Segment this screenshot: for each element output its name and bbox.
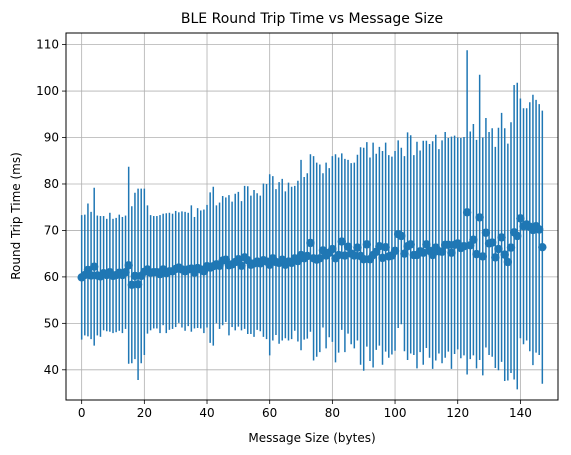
y-axis-ticks: 40 50 60 70 80 90 100 110: [36, 38, 66, 377]
chart-title: BLE Round Trip Time vs Message Size: [181, 11, 443, 27]
data-point: [353, 243, 362, 252]
y-tick-label: 80: [44, 177, 59, 191]
x-tick-label: 140: [509, 406, 532, 420]
data-point: [475, 213, 484, 222]
data-point: [494, 244, 503, 254]
data-point: [334, 250, 343, 260]
data-point: [462, 208, 472, 217]
data-point: [237, 261, 246, 270]
data-point: [359, 255, 368, 264]
data-point: [133, 280, 143, 289]
data-point: [444, 240, 453, 250]
y-tick-label: 40: [44, 363, 59, 377]
data-point: [497, 233, 506, 242]
data-point: [328, 244, 337, 254]
data-point: [534, 225, 544, 234]
data-point: [315, 254, 325, 263]
markers: [77, 208, 547, 289]
x-tick-label: 0: [78, 406, 86, 420]
data-point: [130, 271, 140, 281]
x-tick-label: 20: [137, 406, 152, 420]
data-point: [481, 228, 491, 237]
data-point: [516, 214, 525, 223]
data-point: [381, 242, 390, 252]
plot-frame: [65, 32, 559, 401]
data-point: [487, 238, 497, 247]
data-point: [400, 249, 409, 258]
data-point: [447, 248, 456, 257]
y-tick-label: 110: [36, 38, 59, 52]
y-tick-label: 60: [44, 270, 59, 284]
data-point: [513, 231, 522, 241]
data-point: [459, 242, 469, 251]
x-tick-label: 100: [384, 406, 407, 420]
data-point: [397, 231, 406, 241]
x-tick-label: 120: [446, 406, 469, 420]
y-tick-label: 70: [44, 223, 59, 237]
data-point: [90, 262, 99, 271]
data-point: [121, 268, 130, 277]
data-point: [500, 250, 509, 259]
x-axis-ticks: 0 20 40 60 80 100 120 140: [78, 400, 532, 420]
data-point: [127, 280, 137, 289]
data-point: [406, 240, 415, 249]
data-point: [538, 242, 547, 252]
data-point: [362, 240, 372, 249]
data-point: [437, 247, 447, 257]
data-point: [422, 240, 431, 249]
data-point: [375, 242, 384, 251]
data-point: [343, 242, 353, 251]
y-tick-label: 50: [44, 316, 59, 330]
x-tick-label: 60: [262, 406, 277, 420]
x-tick-label: 40: [199, 406, 214, 420]
data-point: [478, 252, 487, 261]
data-point: [306, 238, 315, 248]
data-point: [491, 253, 500, 262]
data-point: [124, 261, 133, 270]
y-tick-label: 90: [44, 131, 59, 145]
x-axis-label: Message Size (bytes): [248, 431, 375, 445]
data-point: [506, 243, 516, 252]
data-point: [503, 257, 513, 267]
data-point: [265, 260, 274, 270]
data-point: [350, 251, 359, 260]
data-point: [378, 253, 387, 263]
data-point: [86, 271, 96, 280]
y-tick-label: 100: [36, 84, 59, 98]
data-point: [469, 235, 478, 244]
y-axis-label: Round Trip Time (ms): [9, 152, 23, 280]
data-point: [337, 237, 346, 246]
data-point: [390, 246, 400, 256]
data-point: [428, 250, 437, 260]
x-tick-label: 80: [325, 406, 340, 420]
